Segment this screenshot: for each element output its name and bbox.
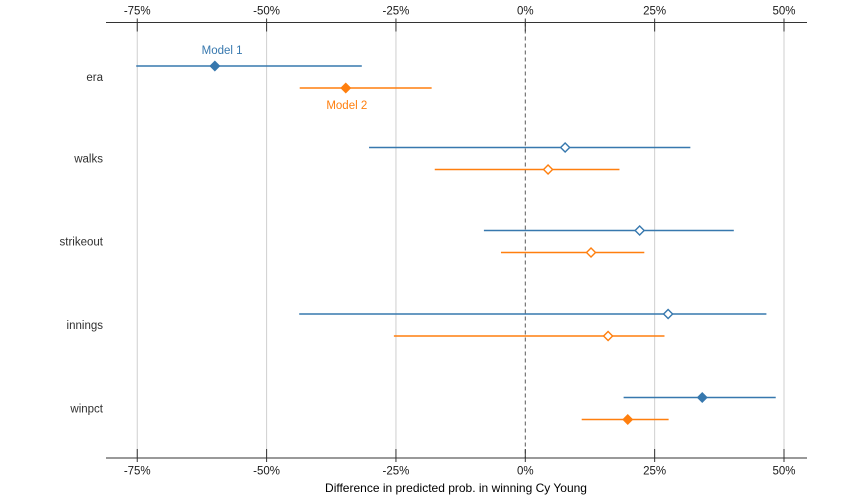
- estimate-diamond-winpct-model-2: [622, 414, 634, 425]
- estimate-diamond-winpct-model-1: [696, 392, 708, 403]
- top-tick-label--25%: -25%: [383, 6, 410, 18]
- category-label-era: era: [86, 72, 103, 84]
- bottom-tick-label-25%: 25%: [643, 466, 666, 478]
- category-label-walks: walks: [73, 154, 103, 166]
- estimate-diamond-strikeout-model-1: [634, 225, 646, 236]
- bottom-tick-label--75%: -75%: [124, 466, 151, 478]
- estimate-diamond-walks-model-2: [542, 164, 554, 175]
- estimate-diamond-era-model-2: [340, 82, 352, 94]
- top-tick-label--75%: -75%: [124, 6, 151, 18]
- top-tick-label-0%: 0%: [517, 6, 534, 18]
- estimate-diamond-strikeout-model-2: [585, 247, 597, 258]
- top-tick-label--50%: -50%: [253, 6, 280, 18]
- estimate-diamond-innings-model-1: [662, 308, 674, 320]
- estimate-diamond-walks-model-1: [559, 142, 571, 153]
- bottom-tick-label--25%: -25%: [383, 466, 410, 478]
- estimate-diamond-innings-model-2: [602, 330, 614, 342]
- category-label-winpct: winpct: [69, 404, 103, 416]
- x-axis-title: Difference in predicted prob. in winning…: [325, 481, 587, 495]
- annotation-model-2: Model 2: [326, 100, 367, 112]
- bottom-tick-label-0%: 0%: [517, 466, 534, 478]
- estimate-diamond-era-model-1: [209, 60, 221, 72]
- annotation-model-1: Model 1: [202, 45, 243, 57]
- bottom-tick-label-50%: 50%: [772, 466, 795, 478]
- bottom-tick-label--50%: -50%: [253, 466, 280, 478]
- category-label-strikeout: strikeout: [60, 237, 104, 249]
- top-tick-label-50%: 50%: [772, 6, 795, 18]
- top-tick-label-25%: 25%: [643, 6, 666, 18]
- category-label-innings: innings: [67, 320, 104, 332]
